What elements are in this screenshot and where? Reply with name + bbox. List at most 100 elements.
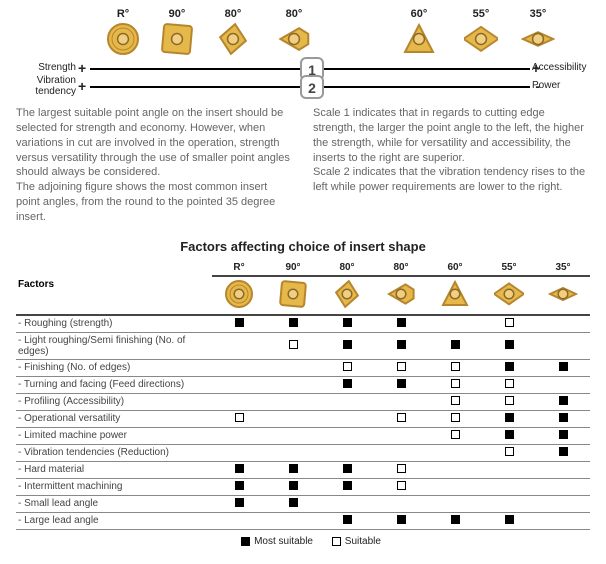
mark-cell bbox=[374, 478, 428, 495]
col-header-icon bbox=[536, 276, 590, 315]
mark-cell bbox=[320, 315, 374, 333]
legend-most-label: Most suitable bbox=[254, 536, 313, 547]
mark-cell bbox=[374, 461, 428, 478]
mark-cell bbox=[374, 393, 428, 410]
mark-cell bbox=[374, 410, 428, 427]
mark-cell bbox=[482, 393, 536, 410]
mark-cell bbox=[482, 359, 536, 376]
mark-cell bbox=[536, 376, 590, 393]
mark-cell bbox=[374, 444, 428, 461]
factor-cell: - Operational versatility bbox=[16, 410, 212, 427]
mark-most-icon bbox=[343, 464, 352, 473]
mark-cell bbox=[266, 478, 320, 495]
mark-cell bbox=[320, 332, 374, 359]
mark-cell bbox=[266, 495, 320, 512]
mark-cell bbox=[266, 410, 320, 427]
mark-cell bbox=[536, 427, 590, 444]
table-row: - Vibration tendencies (Reduction) bbox=[16, 444, 590, 461]
table-row: - Hard material bbox=[16, 461, 590, 478]
mark-most-icon bbox=[343, 515, 352, 524]
mark-cell bbox=[212, 495, 266, 512]
angle-label: 55° bbox=[452, 8, 510, 20]
mark-cell bbox=[428, 512, 482, 529]
mark-most-icon bbox=[559, 430, 568, 439]
col-header: 90° bbox=[266, 260, 320, 276]
mark-most-icon bbox=[397, 379, 406, 388]
angle-label: 60° bbox=[386, 8, 452, 20]
table-row: - Limited machine power bbox=[16, 427, 590, 444]
mark-suitable-icon bbox=[397, 362, 406, 371]
mark-most-icon bbox=[559, 413, 568, 422]
para-right: Scale 1 indicates that in regards to cut… bbox=[313, 106, 590, 225]
col-header: 80° bbox=[374, 260, 428, 276]
mark-cell bbox=[320, 427, 374, 444]
factor-cell: - Light roughing/Semi finishing (No. of … bbox=[16, 332, 212, 359]
mark-cell bbox=[266, 332, 320, 359]
mark-cell bbox=[212, 461, 266, 478]
factor-cell: - Intermittent machining bbox=[16, 478, 212, 495]
mark-most-icon bbox=[559, 362, 568, 371]
mark-cell bbox=[428, 410, 482, 427]
mark-suitable-icon bbox=[505, 396, 514, 405]
mark-cell bbox=[320, 410, 374, 427]
mark-cell bbox=[536, 359, 590, 376]
angle-cell: 55° bbox=[452, 8, 510, 56]
mark-most-icon bbox=[235, 318, 244, 327]
angle-label: 80° bbox=[204, 8, 262, 20]
col-header-icon bbox=[320, 276, 374, 315]
angle-label: 35° bbox=[510, 8, 566, 20]
factor-cell: - Profiling (Accessibility) bbox=[16, 393, 212, 410]
mark-suitable-icon bbox=[289, 340, 298, 349]
table-row: - Finishing (No. of edges) bbox=[16, 359, 590, 376]
scale-1-right-label: Accessibility bbox=[532, 62, 590, 73]
factors-header: Factors bbox=[16, 260, 212, 315]
mark-suitable-icon bbox=[505, 447, 514, 456]
mark-cell bbox=[428, 495, 482, 512]
mark-cell bbox=[212, 376, 266, 393]
scale-2-number: 2 bbox=[300, 75, 324, 99]
mark-cell bbox=[536, 393, 590, 410]
mark-most-icon bbox=[505, 430, 514, 439]
mark-cell bbox=[536, 444, 590, 461]
mark-cell bbox=[212, 359, 266, 376]
mark-most-icon bbox=[289, 318, 298, 327]
scale-2-left-sign: + bbox=[78, 78, 86, 94]
mark-cell bbox=[536, 332, 590, 359]
col-header: R° bbox=[212, 260, 266, 276]
angle-cell: 80° bbox=[204, 8, 262, 56]
col-header: 35° bbox=[536, 260, 590, 276]
mark-most-icon bbox=[505, 362, 514, 371]
mark-suitable-icon bbox=[451, 396, 460, 405]
mark-cell bbox=[374, 495, 428, 512]
table-row: - Turning and facing (Feed directions) bbox=[16, 376, 590, 393]
mark-suitable-icon bbox=[451, 413, 460, 422]
mark-cell bbox=[536, 461, 590, 478]
mark-cell bbox=[374, 315, 428, 333]
mark-cell bbox=[320, 495, 374, 512]
mark-cell bbox=[320, 512, 374, 529]
mark-most-icon bbox=[559, 396, 568, 405]
legend-suit-label: Suitable bbox=[345, 536, 381, 547]
factor-cell: - Turning and facing (Feed directions) bbox=[16, 376, 212, 393]
mark-most-icon bbox=[397, 318, 406, 327]
mark-cell bbox=[536, 315, 590, 333]
mark-cell bbox=[374, 359, 428, 376]
factor-cell: - Hard material bbox=[16, 461, 212, 478]
table-row: - Small lead angle bbox=[16, 495, 590, 512]
col-header-icon bbox=[212, 276, 266, 315]
mark-cell bbox=[212, 478, 266, 495]
factor-cell: - Large lead angle bbox=[16, 512, 212, 529]
factor-cell: - Roughing (strength) bbox=[16, 315, 212, 333]
mark-suitable-icon bbox=[235, 413, 244, 422]
scale-2-left-label: Vibration tendency bbox=[16, 75, 76, 97]
mark-cell bbox=[482, 376, 536, 393]
factor-cell: - Vibration tendencies (Reduction) bbox=[16, 444, 212, 461]
mark-cell bbox=[536, 495, 590, 512]
mark-most-icon bbox=[289, 464, 298, 473]
mark-most-icon bbox=[235, 464, 244, 473]
mark-cell bbox=[374, 512, 428, 529]
mark-cell bbox=[266, 461, 320, 478]
legend: Most suitable Suitable bbox=[16, 536, 590, 547]
mark-suitable-icon bbox=[451, 362, 460, 371]
table-row: - Light roughing/Semi finishing (No. of … bbox=[16, 332, 590, 359]
